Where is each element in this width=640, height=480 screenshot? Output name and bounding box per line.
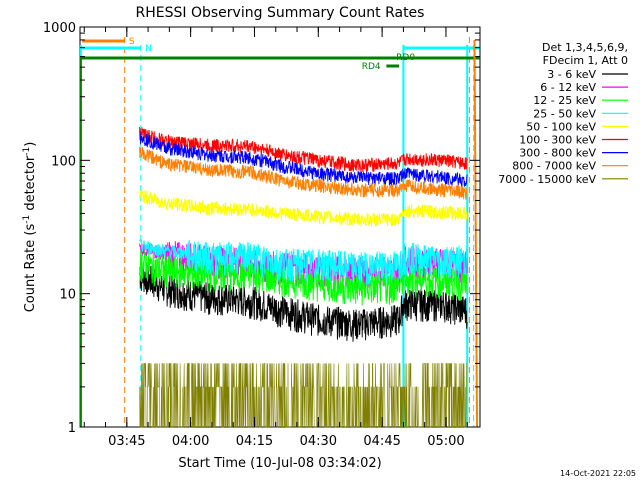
y-label-end: )	[23, 142, 38, 147]
series-lines	[139, 126, 468, 428]
axes: 1 10 100 1000 03:45 04:00 04:15 04:30 04:45 05:00	[43, 21, 480, 449]
series-line-2	[139, 250, 468, 306]
legend-label: 25 - 50 keV	[533, 107, 596, 120]
y-label-sup1: -1	[22, 215, 32, 224]
timestamp: 14-Oct-2021 22:05	[560, 469, 636, 478]
x-tick-label: 04:30	[300, 434, 337, 449]
x-tick-label: 04:15	[236, 434, 273, 449]
legend-label: 800 - 7000 keV	[512, 160, 596, 173]
x-axis-label: Start Time (10-Jul-08 03:34:02)	[178, 456, 381, 471]
saa-edge-line	[473, 39, 479, 428]
legend-label: 300 - 800 keV	[519, 147, 596, 160]
x-tick-label: 04:00	[172, 434, 209, 449]
x-tick-label: 05:00	[427, 434, 464, 449]
series-line-6	[139, 130, 468, 187]
y-tick-label: 10	[59, 288, 76, 303]
legend-label: 100 - 300 keV	[519, 134, 596, 147]
series-line-4	[139, 189, 468, 227]
y-label-mid: detector	[23, 155, 38, 215]
flag-label-n: N	[145, 44, 152, 54]
y-tick-label: 100	[51, 154, 76, 169]
y-tick-label: 1	[68, 421, 76, 436]
y-label-main: Count Rate (s	[23, 224, 38, 313]
legend-header-line-1: Det 1,3,4,5,6,9,	[542, 41, 628, 54]
legend-label: 6 - 12 keV	[540, 81, 596, 94]
legend-label: 3 - 6 keV	[547, 68, 596, 81]
flag-label-rd4: RD4	[362, 62, 381, 72]
x-tick-label: 04:45	[363, 434, 400, 449]
y-label-sup2: -1	[22, 147, 32, 156]
legend-label: 12 - 25 keV	[533, 94, 596, 107]
x-tick-label: 03:45	[108, 434, 145, 449]
y-axis-label: Count Rate (s-1 detector-1)	[22, 142, 38, 313]
legend: Det 1,3,4,5,6,9, FDecim 1, Att 0 3 - 6 k…	[498, 41, 628, 186]
legend-header-line-2: FDecim 1, Att 0	[543, 54, 628, 67]
legend-label: 7000 - 15000 keV	[498, 173, 596, 186]
y-tick-label: 1000	[43, 21, 76, 36]
series-line-8	[139, 363, 468, 428]
legend-label: 50 - 100 keV	[526, 120, 596, 133]
series-line-3	[139, 239, 468, 285]
flag-label-s: S	[129, 37, 135, 47]
flag-label-rd0: RD0	[396, 53, 415, 63]
chart-title: RHESSI Observing Summary Count Rates	[136, 5, 425, 21]
series-line-7	[139, 146, 468, 200]
series-line-0	[139, 264, 468, 342]
